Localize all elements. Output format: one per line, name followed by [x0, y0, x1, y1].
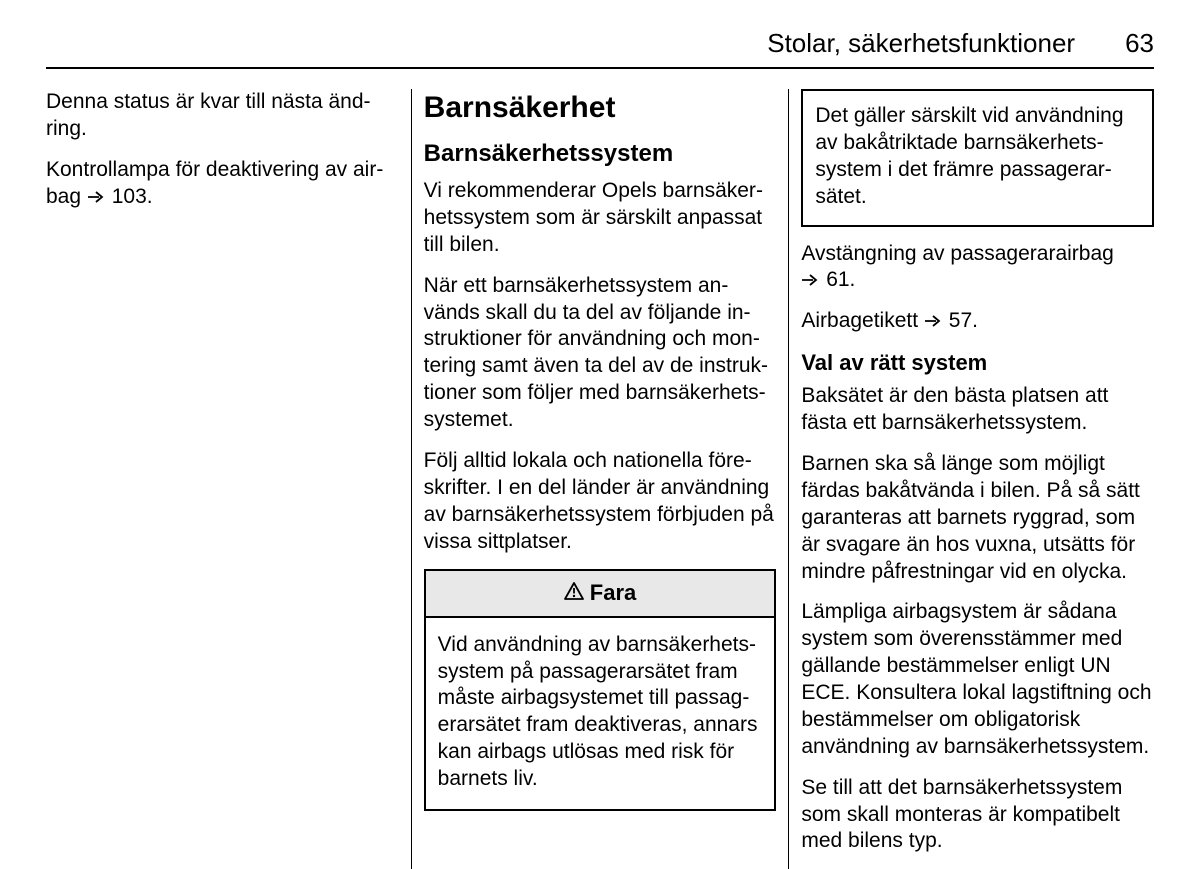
warning-box: Fara Vid användning av barnsäkerhets­sys… — [424, 569, 777, 810]
body-text: Avstängning av passagerarairbag — [801, 242, 1114, 265]
page-ref-icon — [802, 268, 818, 295]
warning-header: Fara — [426, 571, 775, 617]
section-heading: Barnsäkerhet — [424, 89, 777, 127]
body-paragraph: Barnen ska så länge som möjligt färdas b… — [801, 451, 1154, 585]
warning-triangle-icon — [564, 579, 584, 607]
page-ref: 57. — [949, 309, 978, 332]
body-paragraph: Följ alltid lokala och nationella före­s… — [424, 448, 777, 556]
body-paragraph: Kontrollampa för deaktivering av air­bag… — [46, 157, 399, 211]
body-paragraph: Lämpliga airbagsystem är sådana system s… — [801, 599, 1154, 760]
warning-label: Fara — [590, 579, 636, 607]
column-1: Denna status är kvar till nästa änd­ring… — [46, 89, 412, 869]
body-paragraph: Airbagetikett 57. — [801, 308, 1154, 335]
warning-continuation-box: Det gäller särskilt vid användning av ba… — [801, 89, 1154, 227]
manual-page: Stolar, säkerhetsfunktioner 63 Denna sta… — [46, 28, 1154, 774]
page-header: Stolar, säkerhetsfunktioner 63 — [46, 28, 1154, 69]
body-paragraph: När ett barnsäkerhetssystem an­vänds ska… — [424, 273, 777, 434]
page-ref-icon — [88, 185, 104, 212]
page-ref: 61. — [826, 268, 855, 291]
body-paragraph: Baksätet är den bästa platsen att fästa … — [801, 383, 1154, 437]
text-columns: Denna status är kvar till nästa änd­ring… — [46, 89, 1154, 869]
page-ref-icon — [925, 309, 941, 336]
body-paragraph: Se till att det barnsäkerhetssystem som … — [801, 775, 1154, 856]
sub-subsection-heading: Val av rätt system — [801, 349, 1154, 377]
body-paragraph: Avstängning av passagerarairbag 61. — [801, 241, 1154, 295]
page-number: 63 — [1125, 28, 1154, 59]
page-ref: 103. — [112, 185, 153, 208]
body-text: Airbagetikett — [801, 309, 924, 332]
subsection-heading: Barnsäkerhetssystem — [424, 139, 777, 170]
body-paragraph: Vi rekommenderar Opels barnsäker­hetssys… — [424, 178, 777, 259]
column-2: Barnsäkerhet Barnsäkerhetssystem Vi reko… — [412, 89, 790, 869]
body-paragraph: Denna status är kvar till nästa änd­ring… — [46, 89, 399, 143]
body-paragraph: Det gäller särskilt vid användning av ba… — [815, 103, 1140, 211]
header-section-title: Stolar, säkerhetsfunktioner — [767, 28, 1075, 59]
warning-body: Vid användning av barnsäkerhets­system p… — [426, 618, 775, 809]
column-3: Det gäller särskilt vid användning av ba… — [789, 89, 1154, 869]
